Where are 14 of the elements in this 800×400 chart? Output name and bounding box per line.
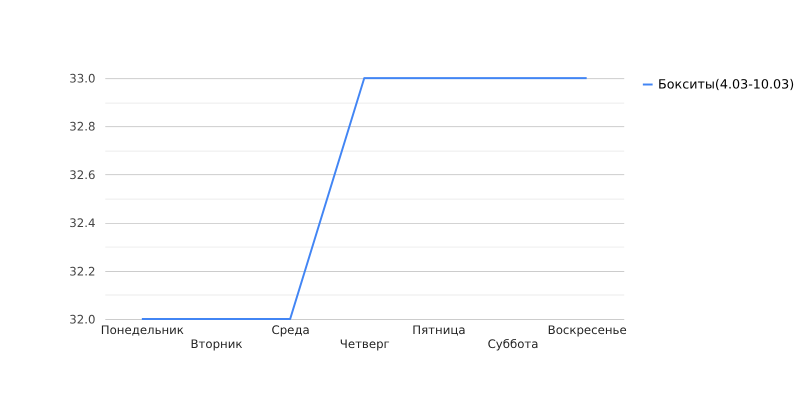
- x-tick-label: Пятница: [412, 323, 466, 338]
- x-tick-label: Среда: [272, 323, 310, 338]
- y-tick-label: 32.2: [69, 264, 96, 278]
- x-tick-label: Воскресенье: [548, 323, 627, 338]
- y-tick-label: 32.0: [69, 312, 96, 326]
- x-tick-label: Вторник: [190, 336, 242, 351]
- x-tick-label: Понедельник: [100, 323, 184, 338]
- x-tick-label: Четверг: [340, 336, 390, 351]
- y-tick-label: 32.6: [69, 168, 96, 182]
- y-tick-label: 32.8: [69, 120, 96, 134]
- legend-label: Бокситы(4.03-10.03): [658, 76, 794, 92]
- x-tick-label: Суббота: [488, 336, 538, 351]
- y-tick-label: 32.4: [69, 216, 96, 230]
- y-tick-label: 33.0: [69, 72, 96, 86]
